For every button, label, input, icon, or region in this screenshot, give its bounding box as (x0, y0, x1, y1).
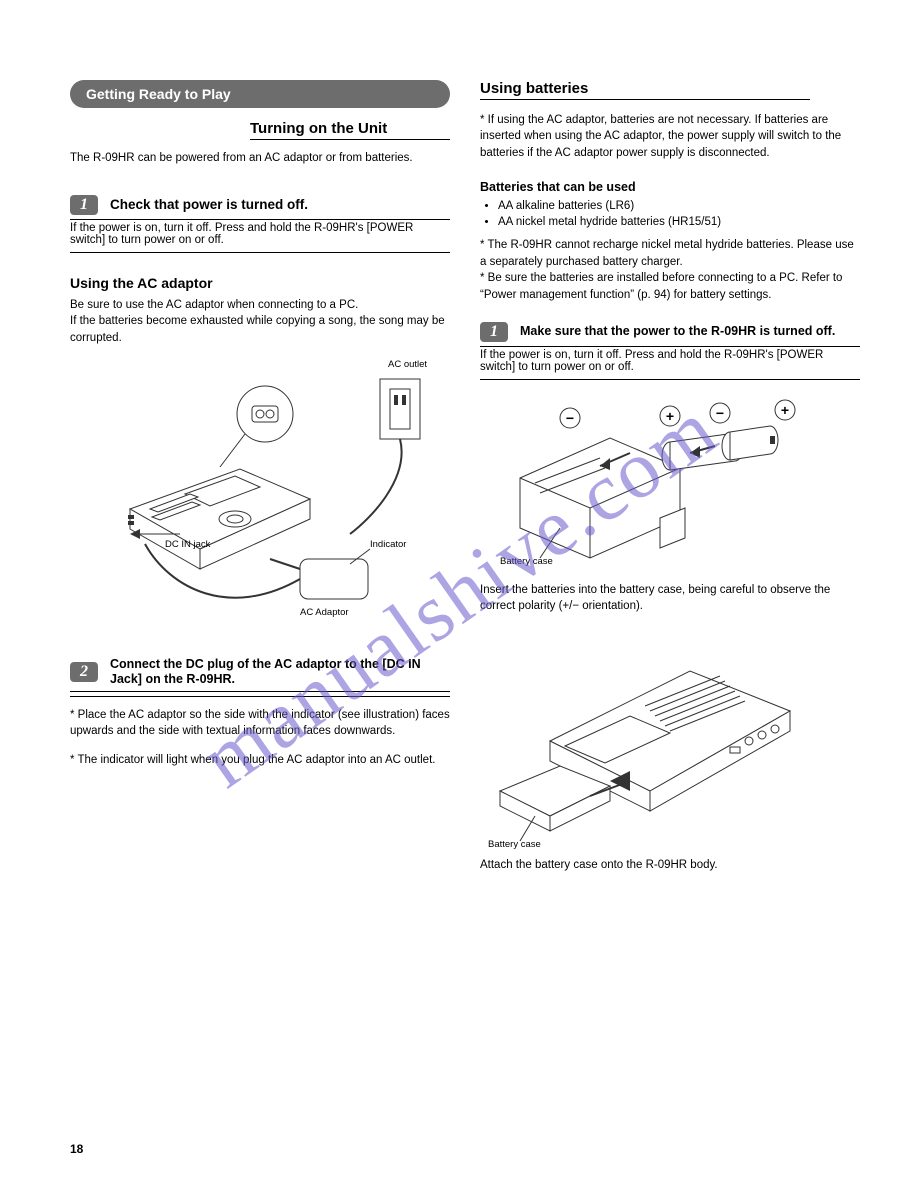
step-2-badge: 2 (70, 662, 98, 682)
step-1-title: Check that power is turned off. (110, 197, 308, 212)
svg-text:+: + (666, 408, 674, 424)
bullet-1: AA alkaline batteries (LR6) (498, 198, 860, 215)
label-dc-in-jack: DC IN jack (165, 539, 210, 550)
figure-battery-case: − + − + Battery case (480, 398, 860, 578)
right-step-1-title: Make sure that the power to the R-09HR i… (520, 324, 835, 339)
label-battery-case-1: Battery case (500, 556, 553, 567)
step-1-subtitle: If the power is on, turn it off. Press a… (70, 222, 450, 253)
sub-heading-batteries: Batteries that can be used (480, 180, 860, 194)
bullet-2: AA nickel metal hydride batteries (HR15/… (498, 214, 860, 231)
step-2-rule (70, 696, 450, 697)
intro-paragraph: The R-09HR can be powered from an AC ada… (70, 150, 450, 167)
label-indicator: Indicator (370, 539, 406, 550)
right-column: Using batteries * If using the AC adapto… (480, 80, 860, 885)
step-1-badge: 1 (70, 195, 98, 215)
figure-ac-adaptor: AC outlet DC IN jack AC Adaptor Indicato… (70, 359, 450, 639)
label-battery-case-2: Battery case (488, 839, 541, 850)
right-step-1-badge: 1 (480, 322, 508, 342)
step-1-row: 1 Check that power is turned off. (70, 195, 450, 220)
step-2-memo1: * Place the AC adaptor so the side with … (70, 707, 450, 740)
right-heading-batteries: Using batteries (480, 80, 810, 100)
figure-case-attach: Battery case (480, 641, 860, 851)
left-column: Getting Ready to Play Turning on the Uni… (70, 80, 450, 780)
page: Getting Ready to Play Turning on the Uni… (0, 0, 918, 1188)
step-2-title: Connect the DC plug of the AC adaptor to… (110, 657, 450, 687)
battery-insert-caption: Insert the batteries into the battery ca… (480, 582, 860, 615)
step-2-memo2: * The indicator will light when you plug… (70, 752, 450, 769)
battery-bullets: AA alkaline batteries (LR6) AA nickel me… (498, 198, 860, 231)
svg-text:−: − (566, 410, 574, 426)
step-2-row: 2 Connect the DC plug of the AC adaptor … (70, 657, 450, 692)
page-number: 18 (70, 1142, 83, 1156)
right-step-1-row: 1 Make sure that the power to the R-09HR… (480, 322, 860, 347)
case-attach-svg (480, 641, 810, 851)
ac-adaptor-svg (70, 359, 450, 639)
case-attach-caption: Attach the battery case onto the R-09HR … (480, 857, 860, 874)
ac-adaptor-heading: Using the AC adaptor (70, 275, 450, 291)
right-step-1-subtitle: If the power is on, turn it off. Press a… (480, 349, 860, 380)
svg-text:−: − (716, 405, 724, 421)
battery-note: * The R-09HR cannot recharge nickel meta… (480, 237, 860, 304)
section-underline-title: Turning on the Unit (250, 120, 450, 140)
right-warning: * If using the AC adaptor, batteries are… (480, 112, 860, 162)
section-pill: Getting Ready to Play (70, 80, 450, 108)
label-ac-adaptor: AC Adaptor (300, 607, 349, 618)
battery-case-svg: − + − + (480, 398, 810, 578)
ac-adaptor-note: Be sure to use the AC adaptor when conne… (70, 297, 450, 347)
label-ac-outlet: AC outlet (388, 359, 427, 370)
svg-text:+: + (781, 402, 789, 418)
